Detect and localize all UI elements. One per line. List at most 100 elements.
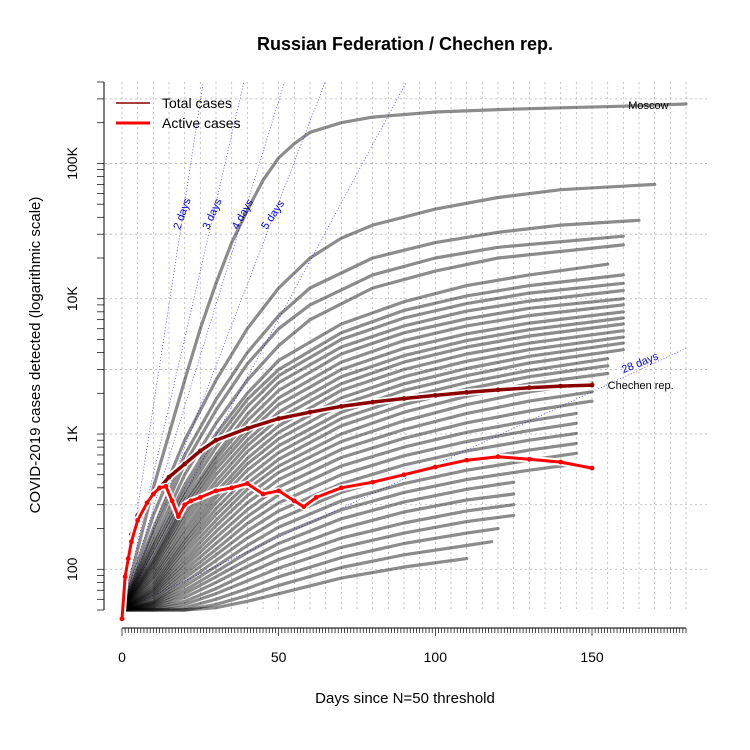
series-point (169, 498, 175, 504)
reference-label-2-days: 2 days (171, 196, 194, 231)
highlighted-series-layer (118, 381, 595, 622)
legend-label-active-cases: Active cases (162, 115, 241, 131)
axes-layer: 0 50 100 150 100 1K 10K 100K (64, 81, 687, 665)
x-tick-label: 100 (424, 649, 448, 665)
y-tick-label: 100 (64, 557, 80, 581)
background-series-line-33 (120, 513, 516, 612)
background-series-line-9 (120, 297, 625, 612)
y-tick-label: 100K (64, 146, 80, 179)
chart-title: Russian Federation / Chechen rep. (257, 34, 553, 54)
series-point (526, 385, 532, 391)
series-point (464, 457, 470, 463)
series-point (150, 491, 156, 497)
reference-line-4-days (121, 81, 285, 611)
series-point (301, 504, 307, 510)
background-series-line-10 (120, 303, 625, 612)
background-series-line-26 (120, 431, 578, 612)
background-series-line-12 (120, 316, 625, 612)
annotation-chechen-rep-: Chechen rep. (608, 380, 674, 392)
background-series-line-34 (120, 526, 500, 612)
series-point (260, 491, 266, 497)
background-series-line-25 (120, 421, 578, 612)
series-point (197, 494, 203, 500)
series-point (144, 500, 150, 506)
series-point (135, 517, 141, 523)
x-axis-label: Days since N=50 threshold (315, 690, 495, 707)
series-point (558, 459, 564, 465)
background-series-line-32 (120, 503, 516, 612)
series-point (213, 488, 219, 494)
reference-line-7-days (121, 81, 407, 611)
series-point (122, 574, 128, 580)
series-point (464, 390, 470, 395)
x-tick-label: 0 (118, 649, 126, 665)
y-tick-label: 1K (64, 425, 80, 443)
background-series-line-8 (120, 288, 625, 612)
background-series-line-16 (120, 341, 625, 612)
series-point (307, 409, 313, 415)
series-point (166, 474, 172, 480)
series-point (176, 514, 181, 520)
series-point (229, 485, 235, 491)
background-series-line-15 (120, 335, 625, 612)
background-series-line-36 (120, 556, 469, 612)
reference-line-2-days (121, 81, 204, 611)
series-point (197, 448, 203, 454)
series-point (589, 465, 595, 471)
annotation-moscow: Moscow (628, 100, 668, 112)
series-point (182, 461, 188, 467)
background-series-line-17 (120, 348, 625, 612)
background-series-line-1 (120, 182, 657, 612)
background-series-line-21 (120, 381, 594, 612)
reference-line-5-days (121, 81, 326, 611)
series-point (589, 382, 595, 388)
background-series-line-18 (120, 357, 610, 612)
series-point (157, 485, 163, 491)
series-point (526, 456, 532, 462)
series-point (276, 416, 282, 421)
series-point (125, 556, 131, 561)
series-point (163, 483, 169, 489)
series-point (276, 488, 282, 494)
background-series-line-0 (120, 102, 688, 612)
reference-label-3-days: 3 days (201, 196, 225, 231)
y-tick-label: 10K (64, 286, 80, 312)
series-point (213, 437, 219, 443)
background-series-line-3 (120, 234, 625, 612)
series-point (338, 485, 344, 491)
background-series-line-30 (120, 480, 516, 612)
x-tick-label: 150 (580, 649, 604, 665)
background-series-line-14 (120, 329, 625, 612)
series-point (432, 464, 438, 470)
series-point (495, 387, 501, 393)
legend-label-total-cases: Total cases (162, 95, 232, 111)
series-point (432, 392, 438, 398)
series-point (129, 539, 134, 545)
series-point (558, 383, 564, 389)
series-point (401, 472, 407, 478)
grid-layer (105, 82, 710, 610)
background-series-line-31 (120, 492, 516, 612)
background-series-layer (120, 102, 688, 612)
series-point (291, 498, 297, 504)
series-point (313, 494, 319, 500)
series-point (338, 403, 344, 409)
background-series-line-19 (120, 364, 610, 612)
series-point (370, 479, 376, 485)
reference-line-3-days (121, 81, 245, 611)
series-point (244, 481, 250, 486)
background-series-line-29 (120, 462, 578, 612)
series-point (370, 399, 376, 405)
series-point (119, 616, 125, 622)
series-point (182, 502, 188, 508)
background-series-line-28 (120, 451, 578, 612)
annotations-layer: Moscow Chechen rep. (608, 100, 674, 392)
background-series-line-23 (120, 399, 594, 612)
y-axis-label: COVID-2019 cases detected (logarithmic s… (27, 197, 44, 514)
background-series-line-35 (120, 540, 494, 612)
x-tick-label: 50 (271, 649, 287, 665)
series-point (495, 454, 501, 460)
legend: Total cases Active cases (116, 95, 241, 131)
